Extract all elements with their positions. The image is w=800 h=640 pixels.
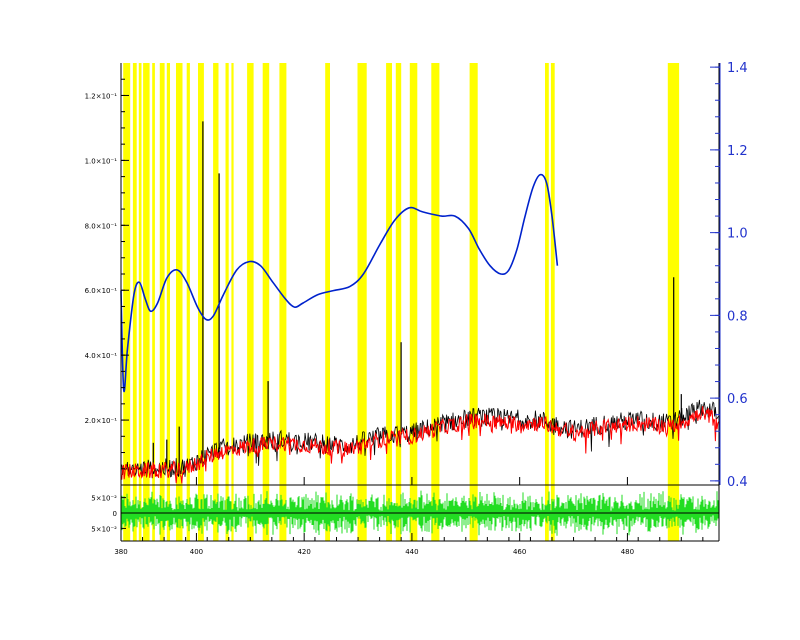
axis-tick-labels: 1.2×10⁻¹ 1.0×10⁻¹ 8.0×10⁻¹ 6.0×10⁻¹ 4.0×10⁻¹… xyxy=(85,61,748,556)
mask-band-2 xyxy=(138,63,142,541)
mask-band-21 xyxy=(431,63,440,541)
right-tick-label-5: 1.4 xyxy=(727,61,748,76)
masked-wavelength-bands xyxy=(123,63,680,541)
left-tick-label-0: 1.2×10⁻¹ xyxy=(85,92,118,100)
series-lines xyxy=(120,121,720,536)
x-tick-label-4: 460 xyxy=(513,548,526,556)
mask-band-5 xyxy=(159,63,165,541)
observed-spectrum-series xyxy=(120,399,719,479)
right-tick-label-2: 0.8 xyxy=(727,309,748,324)
mask-band-20 xyxy=(409,63,418,541)
mask-band-15 xyxy=(279,63,287,541)
mask-band-24 xyxy=(550,63,555,541)
mask-band-0 xyxy=(123,63,131,541)
left-tick-label-2: 8.0×10⁻¹ xyxy=(85,222,118,230)
residual-tick-label-0: 5×10⁻² xyxy=(91,495,117,503)
mask-band-18 xyxy=(386,63,392,541)
residual-tick-label-1: 0 xyxy=(113,510,117,518)
x-tick-label-3: 440 xyxy=(405,548,418,556)
left-tick-label-3: 6.0×10⁻¹ xyxy=(85,287,118,295)
mask-band-12 xyxy=(231,63,234,541)
x-tick-label-5: 480 xyxy=(621,548,634,556)
x-tick-label-2: 420 xyxy=(297,548,310,556)
mask-band-16 xyxy=(325,63,330,541)
mask-band-8 xyxy=(186,63,190,541)
mask-band-7 xyxy=(176,63,183,541)
mask-band-1 xyxy=(132,63,137,541)
left-tick-label-4: 4.0×10⁻¹ xyxy=(85,352,118,360)
mask-band-23 xyxy=(545,63,549,541)
mask-band-6 xyxy=(166,63,170,541)
mask-band-4 xyxy=(152,63,155,541)
right-tick-label-0: 0.4 xyxy=(727,475,748,490)
x-tick-label-1: 400 xyxy=(190,548,203,556)
model-spectrum-series xyxy=(120,406,720,484)
residual-tick-label-2: 5×10⁻² xyxy=(91,525,117,533)
continuum-fit-series xyxy=(120,173,559,393)
mask-band-9 xyxy=(198,63,204,541)
right-tick-label-3: 1.0 xyxy=(727,227,748,242)
axis-ticks xyxy=(120,66,720,541)
mask-band-10 xyxy=(213,63,219,541)
mask-band-13 xyxy=(247,63,254,541)
mask-band-14 xyxy=(262,63,270,541)
mask-band-22 xyxy=(469,63,478,541)
mask-band-19 xyxy=(395,63,402,541)
right-tick-label-1: 0.6 xyxy=(727,392,748,407)
plot-frames xyxy=(120,63,721,542)
left-tick-label-5: 2.0×10⁻¹ xyxy=(85,417,118,425)
mask-band-17 xyxy=(357,63,367,541)
right-tick-label-4: 1.2 xyxy=(727,144,748,159)
x-tick-label-0: 380 xyxy=(114,548,127,556)
mask-band-11 xyxy=(225,63,229,541)
left-tick-label-1: 1.0×10⁻¹ xyxy=(85,157,118,165)
